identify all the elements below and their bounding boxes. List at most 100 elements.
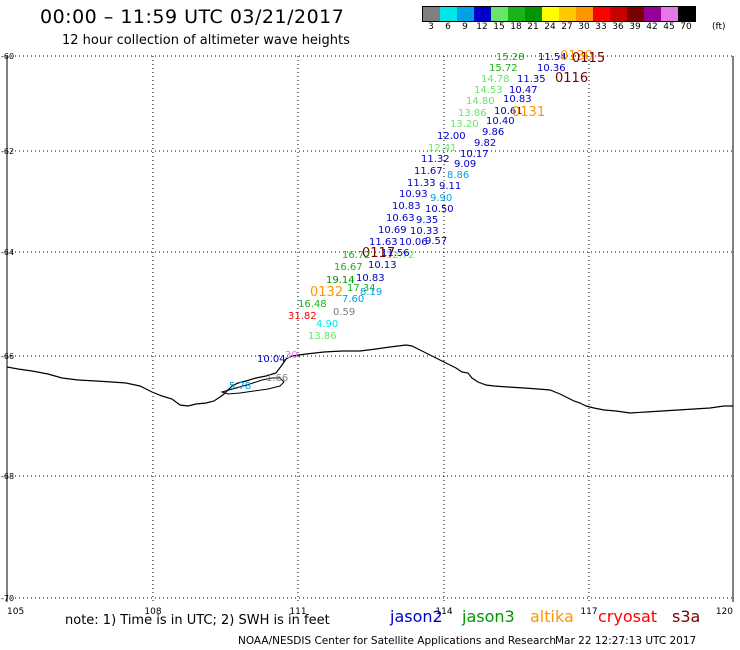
legend-swatch <box>508 7 525 21</box>
wave-height-label: 10.61 <box>494 106 523 117</box>
wave-height-label: 10.83 <box>392 201 421 212</box>
longitude-tick-label: 114 <box>435 607 452 617</box>
legend-label: 36 <box>612 22 624 32</box>
wave-height-label: 10.17 <box>460 149 489 160</box>
footer-note: note: 1) Time is in UTC; 2) SWH is in fe… <box>65 613 330 628</box>
longitude-tick-label: 108 <box>144 607 161 617</box>
wave-height-label: 15.28 <box>496 52 525 63</box>
legend-label: 3 <box>428 22 434 32</box>
longitude-tick-label: 120 <box>716 607 733 617</box>
legend-swatch <box>559 7 576 21</box>
latitude-tick-label: -66 <box>1 352 14 361</box>
legend-label: 18 <box>510 22 522 32</box>
latitude-tick-label: -70 <box>1 594 14 603</box>
pass-time-label: 0115 <box>572 51 605 66</box>
legend-label: 15 <box>493 22 505 32</box>
legend-swatch <box>542 7 559 21</box>
legend-swatch <box>491 7 508 21</box>
legend-label: 24 <box>544 22 556 32</box>
wave-height-label: 7.60 <box>342 294 364 305</box>
legend-swatch <box>423 7 440 21</box>
wave-height-label: 14.53 <box>474 85 503 96</box>
legend-swatch <box>576 7 593 21</box>
wave-height-label: 15.72 <box>489 63 518 74</box>
legend-swatch <box>644 7 661 21</box>
satellite-jason2: jason2 <box>390 607 443 626</box>
wave-height-label: 31.82 <box>288 311 317 322</box>
legend-label: 9 <box>462 22 468 32</box>
wave-height-label: 12.72 <box>386 250 415 261</box>
wave-height-label: 10.83 <box>503 94 532 105</box>
wave-height-label: 11.35 <box>517 74 546 85</box>
wave-height-label: 30. <box>285 350 301 361</box>
wave-height-label: 12.41 <box>428 143 457 154</box>
wave-height-label: 17.34 <box>347 283 376 294</box>
longitude-tick-label: 105 <box>7 607 24 617</box>
legend-swatch <box>661 7 678 21</box>
wave-height-label: 11.54 <box>538 52 567 63</box>
wave-height-label: 9.82 <box>474 138 496 149</box>
wave-height-label: 14.78 <box>481 74 510 85</box>
wave-height-label: 13.20 <box>450 119 479 130</box>
wave-height-label: 16.48 <box>298 299 327 310</box>
map-subtitle: 12 hour collection of altimeter wave hei… <box>62 33 350 48</box>
generation-timestamp: Mar 22 12:27:13 UTC 2017 <box>555 635 697 647</box>
legend-label: 21 <box>527 22 539 32</box>
wave-height-label: 10.63 <box>386 213 415 224</box>
wave-height-label: 10.04 <box>257 354 286 365</box>
latitude-tick-label: -62 <box>1 147 14 156</box>
pass-time-label: 0130 <box>560 49 593 64</box>
wave-height-label: 9.86 <box>482 127 504 138</box>
legend-label: 6 <box>445 22 451 32</box>
pass-time-label: 0117 <box>362 246 395 261</box>
wave-height-label: 10.93 <box>399 189 428 200</box>
legend-swatch <box>678 7 695 21</box>
wave-height-label: 11.56 <box>381 248 410 259</box>
credit-line: NOAA/NESDIS Center for Satellite Applica… <box>238 635 556 647</box>
wave-height-label: 9.09 <box>454 159 476 170</box>
wave-height-label: 19.14 <box>326 275 355 286</box>
latitude-tick-label: -64 <box>1 248 14 257</box>
legend-label: 45 <box>663 22 675 32</box>
satellite-altika: altika <box>530 607 574 626</box>
satellite-s3a: s3a <box>672 607 701 626</box>
wave-height-label: 1.66 <box>266 373 288 384</box>
wave-height-label: 0.59 <box>333 307 355 318</box>
legend-label: 12 <box>476 22 488 32</box>
wave-height-label: 9.90 <box>430 193 452 204</box>
wave-height-label: 10.33 <box>410 226 439 237</box>
wave-height-label: 8.86 <box>447 170 469 181</box>
wave-height-label: 10.06 <box>399 237 428 248</box>
legend-swatch <box>627 7 644 21</box>
longitude-tick-label: 117 <box>580 607 597 617</box>
legend-swatch <box>610 7 627 21</box>
legend-swatch <box>525 7 542 21</box>
legend-label: 27 <box>561 22 573 32</box>
map-frame <box>6 56 734 602</box>
wave-height-label: 11.67 <box>414 166 443 177</box>
wave-height-label: 10.13 <box>368 260 397 271</box>
satellite-cryosat: cryosat <box>598 607 658 626</box>
wave-height-label: 13.86 <box>308 331 337 342</box>
legend-label: 30 <box>578 22 590 32</box>
map-title: 00:00 – 11:59 UTC 03/21/2017 <box>40 6 345 28</box>
coastal-inlet <box>220 377 285 395</box>
satellite-jason3: jason3 <box>462 607 515 626</box>
wave-height-label: 11.63 <box>369 237 398 248</box>
legend-label: 33 <box>595 22 607 32</box>
graticule: 105 108 111 114 117 120 -60 -62 -64 -66 -68 -70 <box>1 52 733 617</box>
wave-height-color-legend <box>422 6 696 22</box>
wave-height-label: 9.11 <box>439 181 461 192</box>
antarctic-coastline <box>6 344 733 414</box>
legend-swatch <box>474 7 491 21</box>
wave-height-label: 16.72 <box>342 250 371 261</box>
longitude-tick-label: 111 <box>289 607 306 617</box>
wave-height-label: 5.78 <box>229 381 251 392</box>
wave-height-label: 12.00 <box>437 131 466 142</box>
wave-height-label: 10.36 <box>537 63 566 74</box>
wave-height-label: 14.80 <box>466 96 495 107</box>
wave-height-label: 9.57 <box>425 236 447 247</box>
wave-height-label: 13.86 <box>458 108 487 119</box>
legend-swatch <box>440 7 457 21</box>
